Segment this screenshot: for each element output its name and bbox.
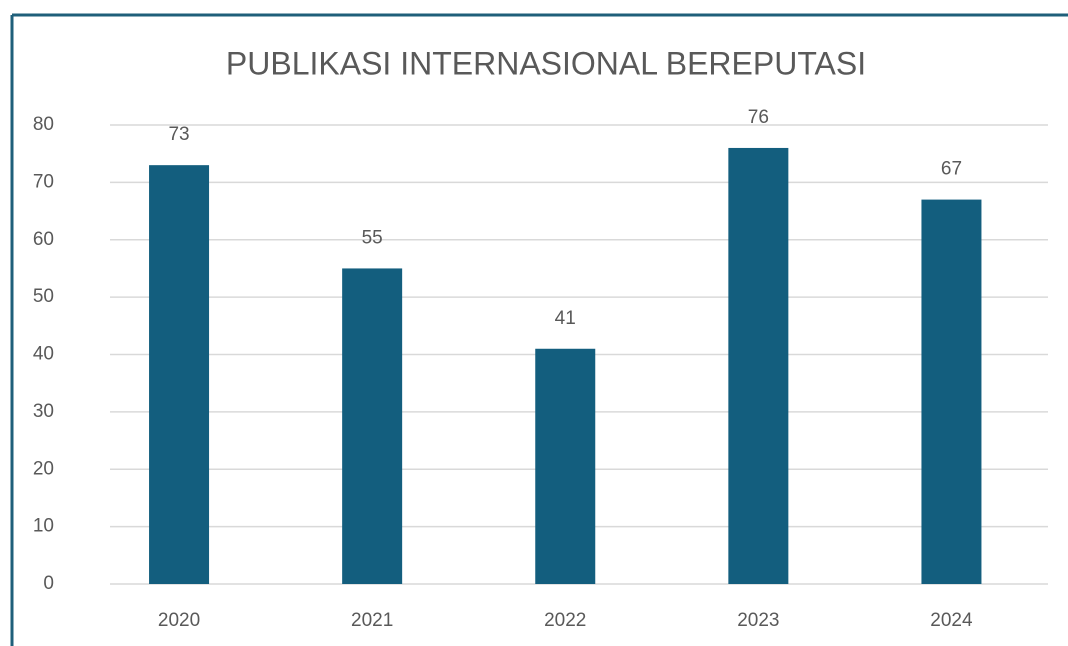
data-label: 41 <box>555 308 576 329</box>
data-label: 76 <box>748 107 769 128</box>
y-tick-label: 50 <box>33 286 54 307</box>
y-tick-label: 60 <box>33 229 54 250</box>
y-tick-label: 30 <box>33 401 54 422</box>
y-tick-label: 0 <box>43 573 54 594</box>
y-tick-label: 10 <box>33 516 54 537</box>
chart-title: PUBLIKASI INTERNASIONAL BEREPUTASI <box>226 45 866 81</box>
data-label: 55 <box>362 227 383 248</box>
x-tick-label: 2021 <box>351 610 393 631</box>
x-tick-label: 2023 <box>737 610 779 631</box>
y-tick-label: 70 <box>33 171 54 192</box>
bar <box>728 147 789 584</box>
data-label: 67 <box>941 159 962 180</box>
y-tick-label: 80 <box>33 114 54 135</box>
x-tick-label: 2020 <box>158 610 200 631</box>
y-tick-label: 20 <box>33 458 54 479</box>
data-label: 73 <box>168 124 189 145</box>
x-tick-label: 2024 <box>930 610 973 631</box>
bar <box>921 199 982 584</box>
y-tick-label: 40 <box>33 344 54 365</box>
bar <box>149 165 210 584</box>
bar <box>535 348 596 584</box>
x-tick-label: 2022 <box>544 610 586 631</box>
bar <box>342 268 403 584</box>
